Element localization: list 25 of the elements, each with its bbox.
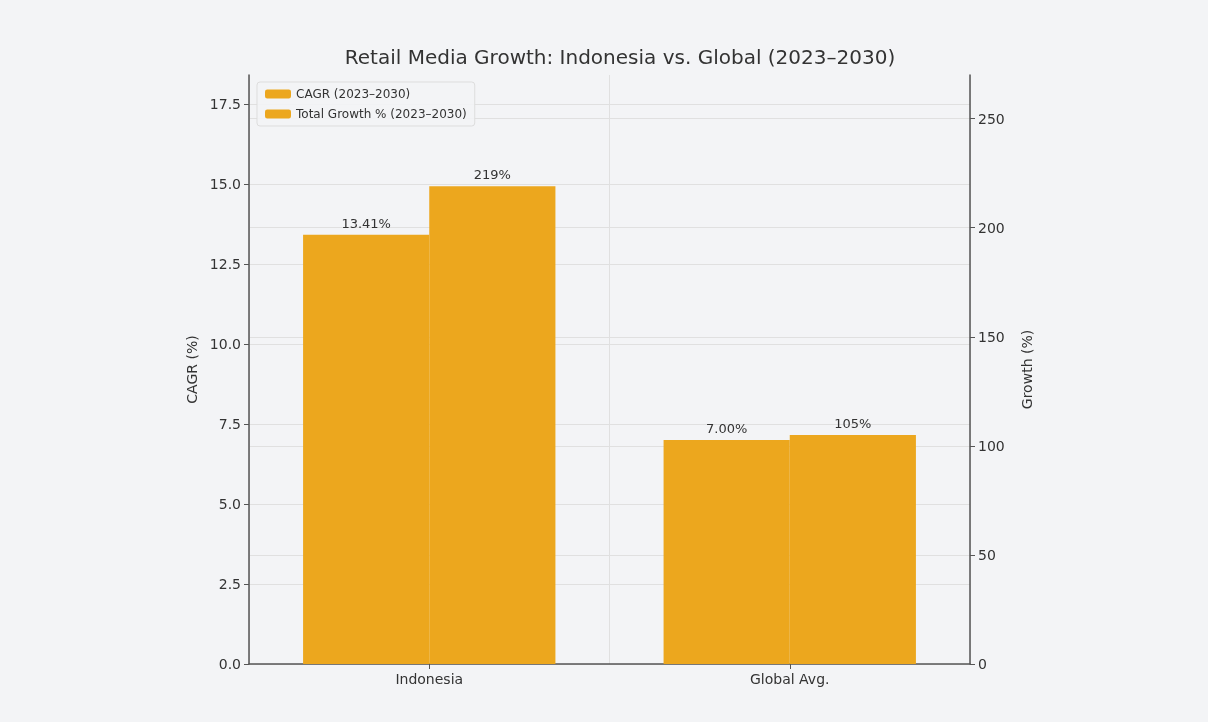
legend-label: Total Growth % (2023–2030) [295,107,467,121]
y2-tick-label: 250 [978,110,1005,127]
data-label: 7.00% [706,420,748,436]
data-label: 13.41% [341,215,391,231]
y-tick-label: 10.0 [209,335,241,352]
y2-tick-label: 0 [978,656,987,672]
x-tick-label: Global Avg. [750,671,830,687]
y2-tick-label: 50 [978,546,996,563]
data-label: 219% [473,167,511,183]
y-tick-label: 0.0 [218,656,241,672]
y-tick-label: 12.5 [209,255,241,272]
y2-tick-label: 150 [978,328,1005,345]
y-tick-label: 2.5 [218,575,241,592]
y-tick-label: 17.5 [209,95,241,112]
legend-label: CAGR (2023–2030) [296,87,411,101]
y-tick-label: 5.0 [218,495,241,512]
x-tick-label: Indonesia [395,671,464,687]
y-tick-label: 7.5 [218,415,241,432]
y-axis-title: CAGR (%) [183,335,200,404]
y2-tick-label: 200 [978,219,1005,236]
chart-title: Retail Media Growth: Indonesia vs. Global (2023–2030) [344,45,896,69]
data-label: 105% [834,415,872,431]
y-tick-label: 15.0 [209,175,241,192]
y2-tick-label: 100 [978,437,1005,454]
y2-axis-title: Growth (%) [1019,329,1035,410]
